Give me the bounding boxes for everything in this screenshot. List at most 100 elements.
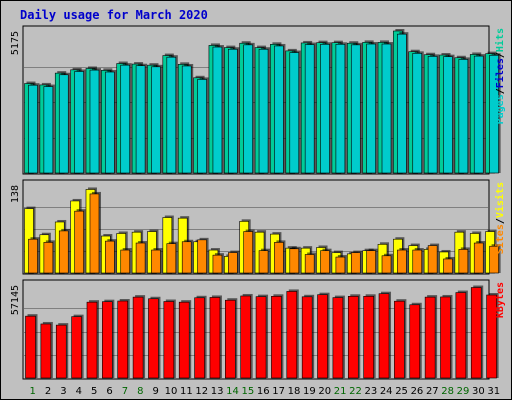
legend-separator: / xyxy=(495,88,506,94)
legend-item-sites: Sites xyxy=(494,224,506,254)
bar-pages-day-9 xyxy=(151,66,161,174)
bar-sites-day-17 xyxy=(274,242,284,274)
x-tick-label-day-17: 17 xyxy=(272,386,285,397)
bar-pages-day-20 xyxy=(320,44,330,174)
bar-sites-day-24 xyxy=(381,255,392,274)
bar-pages-day-18 xyxy=(289,52,300,174)
x-tick-label-day-28: 28 xyxy=(441,386,454,397)
x-tick-label-day-16: 16 xyxy=(257,386,270,397)
x-tick-label-day-31: 31 xyxy=(487,386,500,397)
bar-pages-day-21 xyxy=(335,44,346,174)
legend-hits_files_pages: Pages/Files/Hits xyxy=(494,28,506,124)
bar-pages-day-15 xyxy=(243,44,253,174)
bar-kbytes-day-7 xyxy=(117,300,129,379)
bar-kbytes-day-31 xyxy=(486,294,497,379)
bar-sites-day-25 xyxy=(397,249,407,274)
x-tick-label-day-8: 8 xyxy=(137,386,143,397)
bar-kbytes-day-8 xyxy=(132,296,144,379)
bar-pages-day-19 xyxy=(304,44,315,174)
bar-kbytes-day-17 xyxy=(271,296,282,379)
bar-kbytes-day-11 xyxy=(178,301,190,379)
bar-kbytes-day-10 xyxy=(163,301,175,379)
bar-sites-day-4 xyxy=(74,210,84,274)
bar-pages-day-8 xyxy=(135,65,146,174)
legend-item-files: Files xyxy=(494,58,506,88)
x-tick-label-day-5: 5 xyxy=(91,386,97,397)
bar-sites-day-8 xyxy=(135,242,146,274)
y-tick-label: 5175 xyxy=(10,31,21,55)
bar-pages-day-26 xyxy=(412,53,423,174)
bar-pages-day-25 xyxy=(397,33,407,174)
bar-kbytes-day-15 xyxy=(240,295,251,379)
bar-pages-day-3 xyxy=(58,74,69,174)
legend-item-visits: Visits xyxy=(494,182,506,218)
x-tick-label-day-24: 24 xyxy=(380,386,393,397)
bar-kbytes-day-27 xyxy=(424,296,436,379)
bar-kbytes-day-20 xyxy=(317,294,328,379)
x-tick-label-day-27: 27 xyxy=(426,386,439,397)
bar-pages-day-16 xyxy=(258,48,269,174)
bar-sites-day-26 xyxy=(412,249,423,274)
bar-sites-day-6 xyxy=(105,240,115,274)
bar-pages-day-12 xyxy=(197,79,207,174)
plot-area: 5175Pages/Files/Hits138Sites/Visits57145… xyxy=(10,25,506,397)
x-tick-label-day-15: 15 xyxy=(241,386,254,397)
bar-sites-day-11 xyxy=(181,241,192,274)
x-tick-label-day-22: 22 xyxy=(349,386,362,397)
bar-kbytes-day-28 xyxy=(440,296,451,379)
bar-sites-day-7 xyxy=(120,249,131,274)
x-tick-label-day-19: 19 xyxy=(303,386,316,397)
bar-pages-day-10 xyxy=(166,56,177,174)
bar-kbytes-day-23 xyxy=(363,296,374,379)
bar-pages-day-23 xyxy=(366,43,376,174)
bar-pages-day-29 xyxy=(458,59,469,174)
x-tick-label-day-1: 1 xyxy=(29,386,35,397)
x-tick-label-day-30: 30 xyxy=(472,386,485,397)
bar-kbytes-day-9 xyxy=(148,298,159,379)
legend-item-pages: Pages xyxy=(495,94,506,124)
x-tick-label-day-2: 2 xyxy=(45,386,51,397)
y-tick-label: 57145 xyxy=(10,285,21,315)
x-tick-label-day-25: 25 xyxy=(395,386,408,397)
bar-pages-day-2 xyxy=(43,86,54,174)
bar-kbytes-day-16 xyxy=(255,296,267,379)
bar-kbytes-day-1 xyxy=(25,315,36,379)
bar-sites-day-27 xyxy=(427,245,438,274)
x-tick-label-day-26: 26 xyxy=(411,386,424,397)
bar-sites-day-2 xyxy=(43,242,54,274)
bar-sites-day-13 xyxy=(212,254,223,274)
bar-pages-day-28 xyxy=(443,56,453,174)
bar-sites-day-21 xyxy=(335,256,346,274)
bar-pages-day-5 xyxy=(89,69,100,174)
x-tick-label-day-4: 4 xyxy=(76,386,82,397)
bar-sites-day-15 xyxy=(243,231,253,274)
bar-pages-day-31 xyxy=(489,54,499,174)
x-tick-label-day-23: 23 xyxy=(364,386,377,397)
bar-sites-day-31 xyxy=(489,245,499,274)
bar-sites-day-10 xyxy=(166,243,177,274)
legend-separator: / xyxy=(495,218,506,224)
bar-pages-day-17 xyxy=(274,45,284,174)
legend-item-hits: Hits xyxy=(494,28,506,52)
bar-sites-day-19 xyxy=(304,254,315,274)
bar-pages-day-14 xyxy=(228,48,238,174)
bar-pages-day-27 xyxy=(427,56,438,174)
x-tick-label-day-13: 13 xyxy=(211,386,224,397)
x-tick-label-day-20: 20 xyxy=(318,386,331,397)
x-tick-label-day-9: 9 xyxy=(152,386,158,397)
bar-pages-day-4 xyxy=(74,71,84,174)
bar-sites-day-23 xyxy=(366,250,376,274)
x-tick-label-day-6: 6 xyxy=(106,386,112,397)
bar-pages-day-11 xyxy=(181,65,192,174)
legend-item-kbytes: KBytes xyxy=(495,282,506,318)
x-tick-label-day-18: 18 xyxy=(288,386,301,397)
x-tick-label-day-14: 14 xyxy=(226,386,239,397)
bar-kbytes-day-19 xyxy=(301,296,313,379)
bar-sites-day-29 xyxy=(458,249,469,274)
chart-title: Daily usage for March 2020 xyxy=(20,8,208,22)
bar-pages-day-7 xyxy=(120,64,131,174)
bar-kbytes-day-25 xyxy=(394,300,405,379)
bar-sites-day-12 xyxy=(197,239,207,274)
bar-sites-day-22 xyxy=(350,252,361,274)
